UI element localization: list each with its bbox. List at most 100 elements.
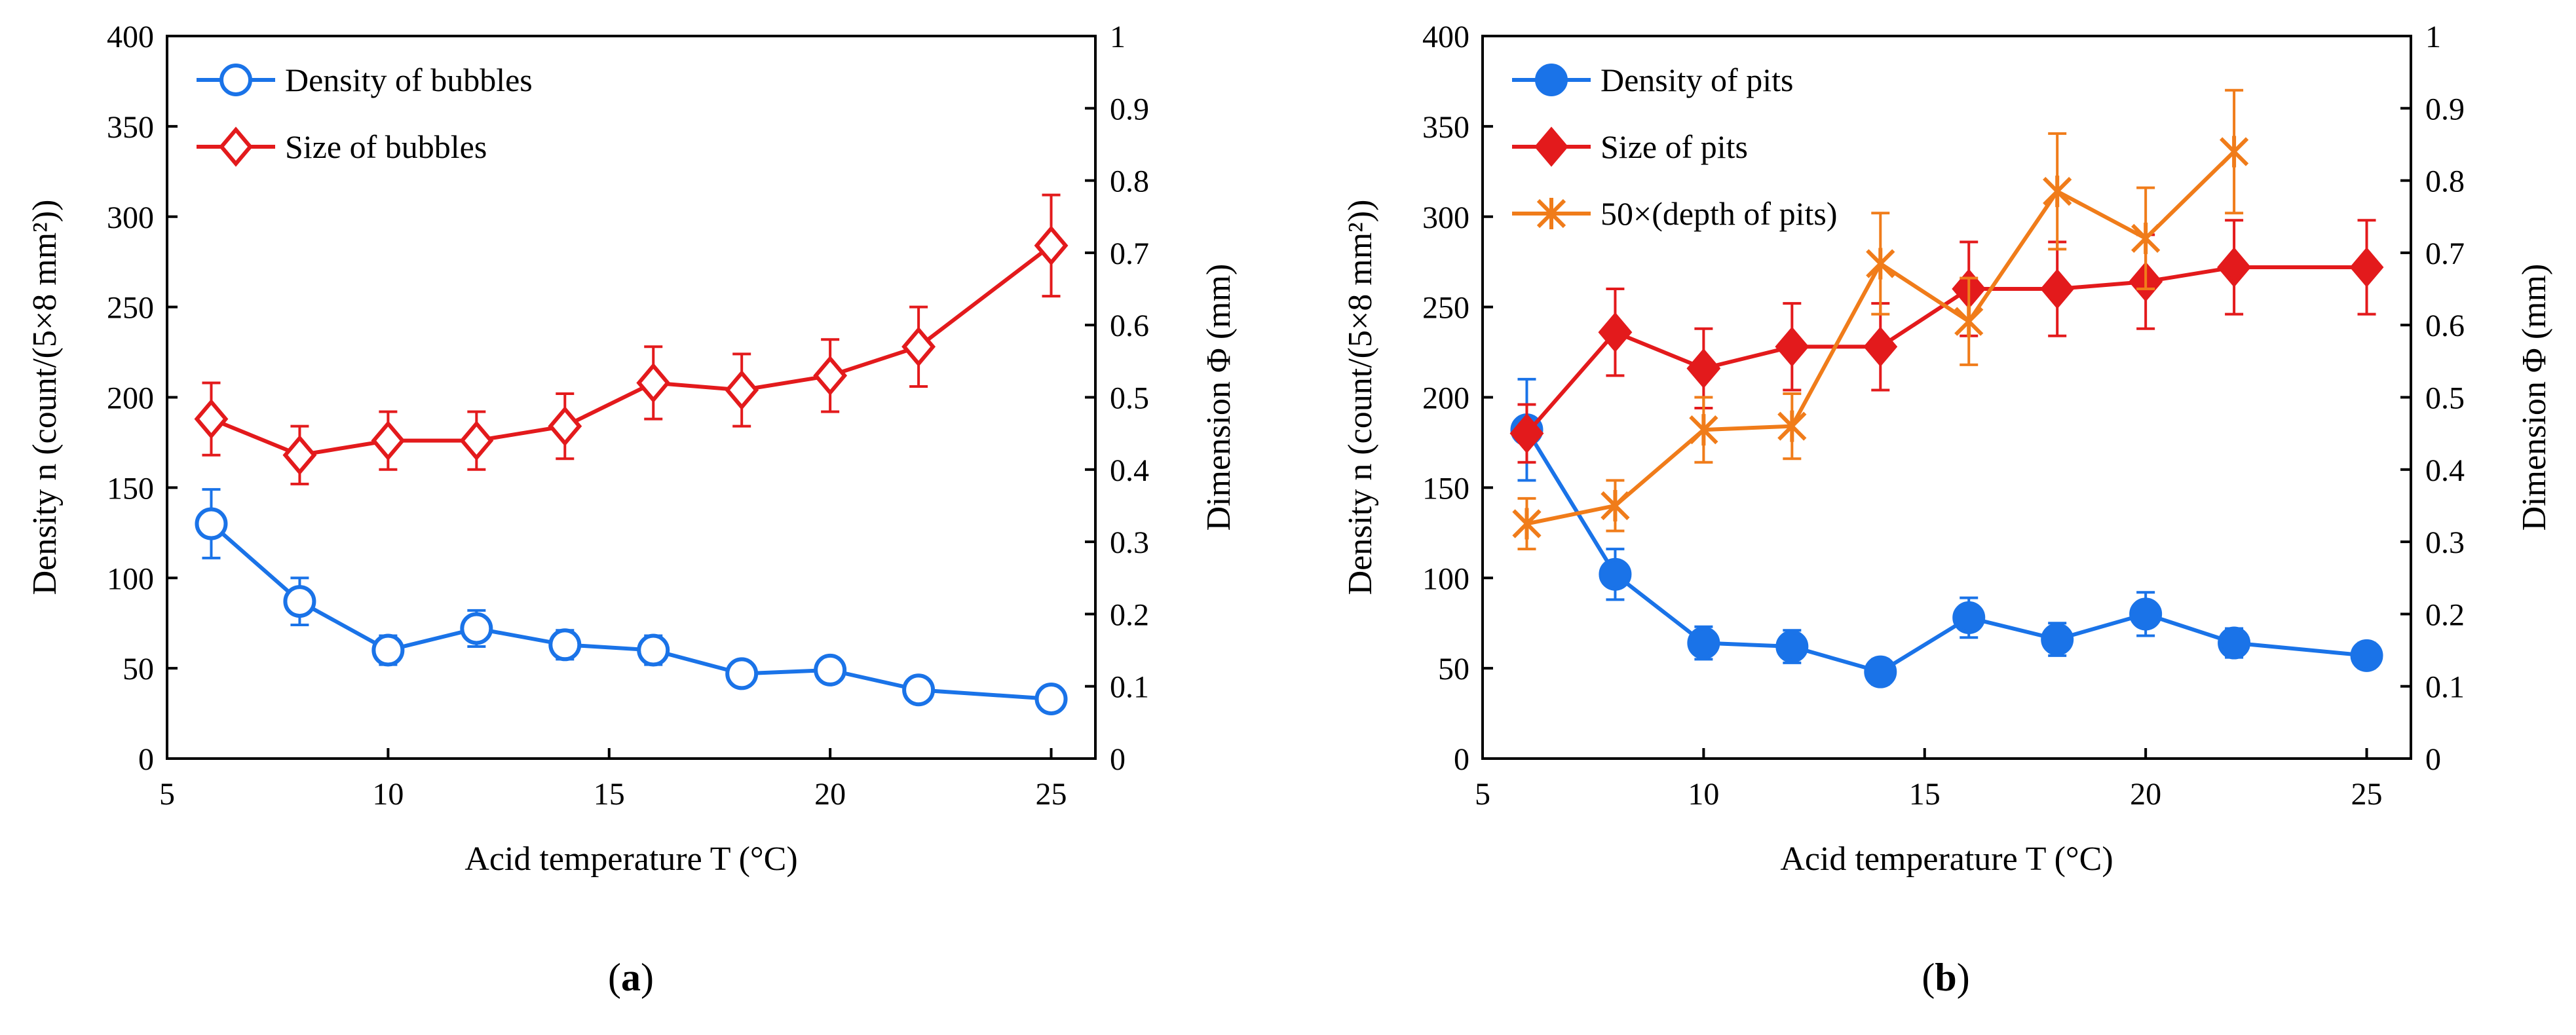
legend-marker [1536,198,1566,229]
data-point [1777,410,1807,442]
data-point [2219,136,2249,168]
y-left-tick-label: 250 [1422,291,1469,326]
data-point [636,362,671,404]
series-1 [1510,377,2383,688]
caption-close-paren: ) [1957,956,1970,999]
y-right-tick-label: 0.2 [2425,597,2465,632]
data-point [725,369,759,411]
legend-marker [1534,126,1568,167]
y-right-tick-label: 0.6 [2425,309,2465,343]
y-left-tick-label: 300 [1422,200,1469,235]
x-axis-label: Acid temperature T (°C) [1780,840,2113,878]
data-point [282,435,317,476]
series-line [210,244,1053,457]
data-point [2349,247,2384,288]
x-tick-label: 20 [814,777,846,812]
panel-caption: (a) [608,956,654,999]
data-point [1952,601,1986,634]
y-left-tick-label: 350 [1422,110,1469,145]
y-right-tick-label: 0.9 [1110,92,1149,126]
x-axis-label: Acid temperature T (°C) [464,840,797,878]
caption-close-paren: ) [641,956,654,999]
y-right-tick-label: 0.5 [2425,381,2465,416]
y-left-tick-label: 300 [107,200,154,235]
data-point [459,421,494,461]
y-right-tick-label: 0.2 [1110,597,1149,632]
x-tick-label: 25 [2351,777,2383,812]
data-point [1954,305,1984,337]
y-right-tick-label: 1 [1110,20,1126,54]
data-point [283,585,316,618]
y-left-axis-label: Density n (count/(5×8 mm²)) [26,200,64,595]
data-point [1034,225,1069,266]
y-right-tick-label: 0.7 [1110,236,1149,271]
y-right-tick-label: 0.8 [2425,164,2465,199]
y-left-tick-label: 150 [1422,471,1469,506]
y-right-tick-label: 0 [2425,742,2441,777]
data-point [1601,489,1630,521]
x-tick-label: 25 [1036,777,1067,812]
series-3 [1512,88,2249,551]
data-point [460,612,493,645]
caption-open-paren: ( [1922,956,1935,999]
legend-marker [219,126,253,167]
caption-letter: b [1935,956,1956,999]
data-point [1863,326,1898,367]
panel-caption: (b) [1922,956,1969,999]
panel-a-chart: 5 10 15 20 2505010015020025030035040000.10.2… [26,20,1238,999]
y-right-tick-label: 0.4 [1110,453,1149,488]
data-point [1687,626,1720,660]
data-point [1864,655,1897,688]
y-left-tick-label: 200 [107,381,154,416]
series-2 [194,193,1069,485]
y-left-tick-label: 100 [107,561,154,596]
series-line [1525,428,2367,674]
y-left-tick-label: 50 [123,652,154,687]
y-right-tick-label: 1 [2425,20,2441,54]
data-point [814,653,847,687]
y-left-tick-label: 100 [1422,561,1469,596]
y-left-axis-label: Density n (count/(5×8 mm²)) [1342,200,1379,595]
y-right-tick-label: 0.6 [1110,309,1149,343]
x-tick-label: 10 [1688,777,1719,812]
data-point [1689,414,1718,446]
series-2 [1509,219,2384,464]
data-point [902,673,936,707]
legend-marker [219,64,252,96]
data-point [1866,248,1895,280]
legend-label: Size of pits [1601,128,1748,165]
y-right-tick-label: 0.3 [1110,525,1149,560]
data-point [2350,639,2383,672]
data-point [2218,626,2251,660]
y-right-axis-label: Dimension Φ (mm) [2516,264,2553,531]
legend-label: Density of pits [1601,62,1793,98]
y-left-tick-label: 0 [138,742,154,777]
data-point [725,657,759,690]
series-1 [195,488,1068,716]
data-point [2129,597,2163,631]
data-point [2041,623,2074,656]
legend-label: Density of bubbles [285,62,533,98]
data-point [1775,630,1809,664]
y-right-tick-label: 0.1 [2425,670,2465,705]
x-tick-label: 15 [1909,777,1941,812]
y-left-tick-label: 150 [107,471,154,506]
y-left-tick-label: 200 [1422,381,1469,416]
y-left-tick-label: 250 [107,291,154,326]
legend-label: Size of bubbles [285,128,487,165]
y-right-tick-label: 0 [1110,742,1126,777]
x-tick-label: 20 [2130,777,2161,812]
data-point [1509,413,1544,454]
series-line [210,522,1051,701]
y-left-tick-label: 400 [107,20,154,54]
x-tick-label: 10 [372,777,404,812]
data-point [813,355,848,396]
data-point [371,633,405,667]
caption-letter: a [621,956,641,999]
y-left-tick-label: 50 [1438,652,1469,687]
y-right-tick-label: 0.9 [2425,92,2465,126]
y-right-axis-label: Dimension Φ (mm) [1200,264,1238,531]
data-point [1686,348,1721,389]
data-point [2043,176,2072,208]
